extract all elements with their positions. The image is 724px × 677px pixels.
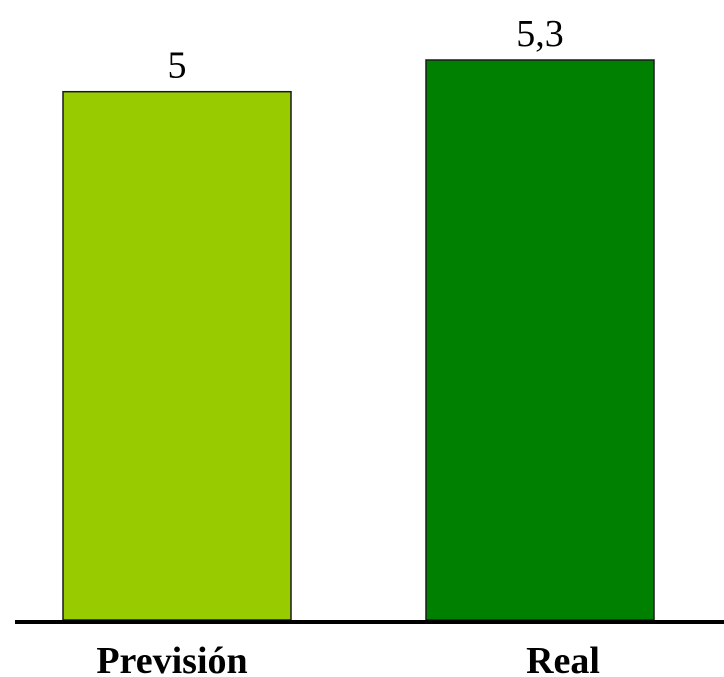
bars-group bbox=[62, 59, 655, 621]
bar-real bbox=[425, 59, 655, 621]
bar-prevision bbox=[62, 90, 292, 621]
category-labels-group: Previsión Real bbox=[96, 640, 600, 677]
value-label-real: 5,3 bbox=[516, 13, 564, 55]
category-label-real: Real bbox=[526, 640, 600, 677]
category-label-prevision: Previsión bbox=[96, 640, 247, 677]
value-label-prevision: 5 bbox=[168, 45, 187, 87]
value-labels-group: 55,3 bbox=[168, 13, 564, 87]
